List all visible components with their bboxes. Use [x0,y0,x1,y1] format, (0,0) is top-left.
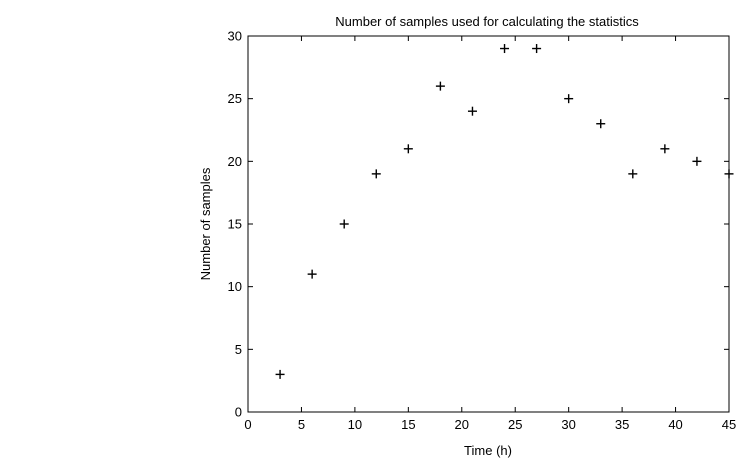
y-tick-label: 0 [235,405,242,420]
x-tick-label: 25 [508,417,522,432]
x-tick-label: 20 [455,417,469,432]
y-tick-label: 30 [228,29,242,44]
y-tick-label: 20 [228,154,242,169]
data-point [564,94,574,104]
data-point [628,169,638,179]
data-point [467,106,477,116]
x-tick-label: 45 [722,417,736,432]
y-axis-label: Number of samples [198,167,213,280]
data-point [371,169,381,179]
data-point [596,119,606,129]
data-point [275,369,285,379]
data-point [692,156,702,166]
data-point [339,219,349,229]
plot-frame [247,35,730,413]
x-axis: 0 5 10 15 20 25 30 35 40 45 [244,36,736,432]
x-tick-label: 5 [298,417,305,432]
x-tick-label: 10 [348,417,362,432]
data-point [532,44,542,54]
data-points [275,44,734,379]
y-axis: 0 5 10 15 20 25 30 [228,29,729,420]
y-tick-label: 10 [228,279,242,294]
data-point [500,44,510,54]
data-point [307,269,317,279]
x-tick-label: 40 [668,417,682,432]
x-tick-label: 35 [615,417,629,432]
data-point [435,81,445,91]
data-point [403,144,413,154]
data-point [724,169,734,179]
x-tick-label: 30 [561,417,575,432]
y-tick-label: 25 [228,91,242,106]
x-tick-label: 15 [401,417,415,432]
x-axis-label: Time (h) [464,443,512,458]
data-point [660,144,670,154]
y-tick-label: 15 [228,217,242,232]
chart-title: Number of samples used for calculating t… [335,14,639,29]
y-tick-label: 5 [235,342,242,357]
x-tick-label: 0 [244,417,251,432]
